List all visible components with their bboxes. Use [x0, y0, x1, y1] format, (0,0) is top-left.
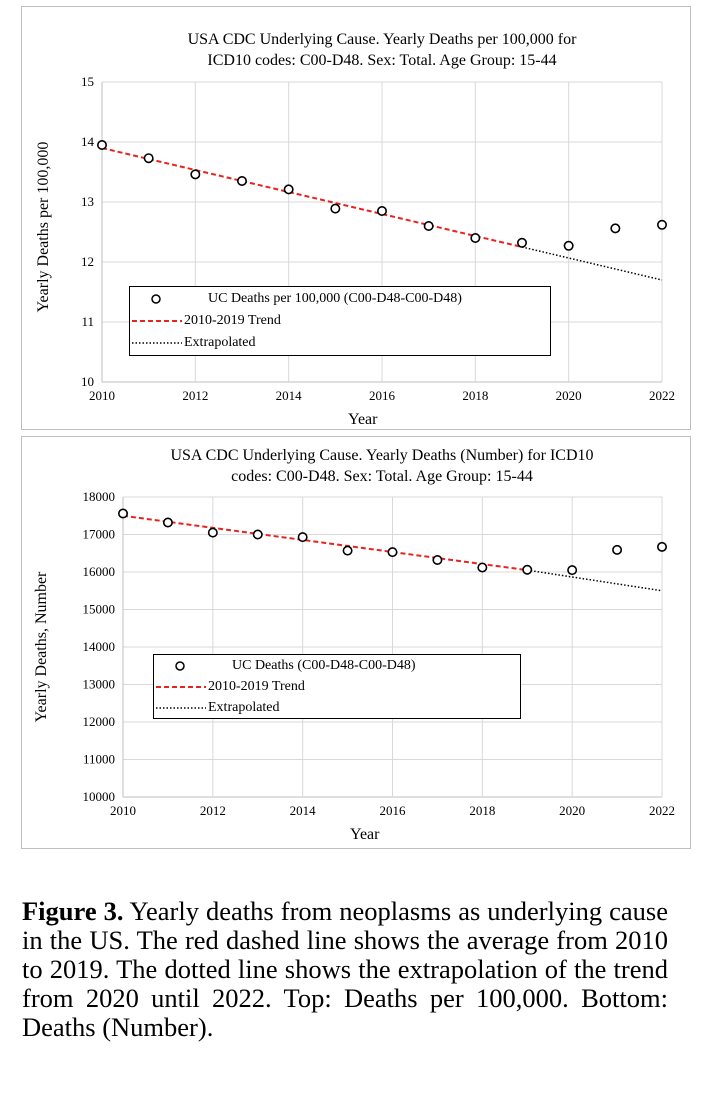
dotted-line-icon [154, 698, 206, 718]
y-tick-label: 11000 [83, 752, 115, 767]
legend-label-trend: 2010-2019 Trend [208, 679, 305, 694]
x-tick-label: 2018 [469, 803, 495, 818]
x-tick-label: 2018 [462, 388, 488, 403]
chart-plot-top: 10 11 12 13 14 15 2010 2012 2014 2016 2018 2020 2022 [81, 74, 675, 403]
y-axis-label-top: Yearly Deaths per 100,000 [35, 141, 52, 313]
data-point [342, 545, 353, 556]
extrapolated-line [527, 569, 663, 592]
x-tick-label: 2012 [200, 803, 226, 818]
y-tick-label: 18000 [83, 489, 116, 504]
data-point [656, 541, 667, 552]
dotted-line-icon [130, 333, 182, 353]
x-tick-label: 2020 [556, 388, 582, 403]
y-tick-label: 10000 [83, 789, 116, 804]
trend-line [101, 147, 523, 248]
circle-marker-icon [130, 289, 182, 309]
y-tick-label: 15 [81, 74, 94, 89]
x-tick-label: 2016 [369, 388, 396, 403]
x-tick-label: 2020 [559, 803, 585, 818]
data-point [610, 223, 621, 234]
chart-title-line-2: codes: C00-D48. Sex: Total. Age Group: 1… [231, 468, 533, 485]
chart-title-bottom: USA CDC Underlying Cause. Yearly Deaths … [82, 445, 682, 487]
legend-bottom: UC Deaths (C00-D48-C00-D48) 2010-2019 Tr… [153, 654, 521, 719]
data-point [387, 547, 398, 558]
data-point [297, 532, 308, 543]
y-tick-label: 12 [81, 254, 94, 269]
legend-label-trend: 2010-2019 Trend [184, 313, 281, 328]
data-point [252, 529, 263, 540]
legend-item-points: UC Deaths per 100,000 (C00-D48-C00-D48) [130, 289, 462, 309]
x-axis-label-top: Year [348, 411, 378, 428]
chart-plot-bottom: 10000 11000 12000 13000 14000 15000 16000 17000… [83, 489, 676, 818]
chart-title-line-2: ICD10 codes: C00-D48. Sex: Total. Age Gr… [207, 52, 557, 69]
data-point [432, 555, 443, 566]
dashed-line-icon [130, 311, 182, 331]
x-tick-label: 2016 [380, 803, 407, 818]
chart-title-line-1: USA CDC Underlying Cause. Yearly Deaths … [170, 447, 594, 464]
y-tick-label: 14 [81, 134, 95, 149]
x-tick-label: 2010 [89, 388, 115, 403]
y-tick-label: 16000 [83, 564, 116, 579]
x-tick-label: 2010 [110, 803, 136, 818]
data-point [516, 237, 527, 248]
legend-label-extrapolated: Extrapolated [208, 700, 280, 715]
y-tick-label: 14000 [83, 639, 116, 654]
x-tick-label: 2014 [276, 388, 303, 403]
data-point [97, 140, 108, 151]
x-axis-label-bottom: Year [350, 826, 380, 843]
data-point [477, 562, 488, 573]
x-tick-label: 2022 [649, 803, 675, 818]
y-tick-label: 13000 [83, 677, 116, 692]
legend-item-extrapolated: Extrapolated [154, 698, 280, 718]
y-tick-label: 10 [81, 374, 94, 389]
data-point [143, 153, 154, 164]
legend-item-trend: 2010-2019 Trend [130, 311, 281, 331]
y-tick-label: 13 [81, 194, 94, 209]
figure-caption-text: Yearly deaths from neoplasms as underlyi… [22, 896, 668, 1042]
data-point [423, 221, 434, 232]
data-point [470, 233, 481, 244]
data-point [190, 169, 201, 180]
data-point [563, 240, 574, 251]
data-point [612, 544, 623, 555]
y-axis-label-bottom: Yearly Deaths, Number [33, 571, 50, 723]
extrapolated-line [521, 246, 663, 281]
dashed-line-icon [154, 677, 206, 697]
x-tick-label: 2022 [649, 388, 675, 403]
data-point [522, 564, 533, 575]
trend-line [122, 514, 528, 572]
data-point [376, 206, 387, 217]
data-point [118, 508, 129, 519]
legend-label-extrapolated: Extrapolated [184, 335, 256, 350]
data-point [162, 517, 173, 528]
data-point [237, 176, 248, 187]
y-tick-label: 11 [81, 314, 94, 329]
figure-caption-label: Figure 3. [22, 896, 124, 926]
x-tick-label: 2014 [290, 803, 317, 818]
data-point [283, 184, 294, 195]
legend-label-points: UC Deaths per 100,000 (C00-D48-C00-D48) [208, 291, 462, 306]
legend-item-trend: 2010-2019 Trend [154, 677, 305, 697]
chart-panel-bottom: USA CDC Underlying Cause. Yearly Deaths … [21, 436, 691, 849]
data-point [656, 219, 667, 230]
chart-panel-top: USA CDC Underlying Cause. Yearly Deaths … [21, 6, 691, 430]
legend-item-points: UC Deaths (C00-D48-C00-D48) [154, 656, 416, 676]
legend-top: UC Deaths per 100,000 (C00-D48-C00-D48) … [129, 286, 551, 356]
legend-label-points: UC Deaths (C00-D48-C00-D48) [232, 658, 416, 673]
legend-item-extrapolated: Extrapolated [130, 333, 256, 353]
data-point [567, 565, 578, 576]
y-tick-label: 17000 [83, 527, 116, 542]
circle-marker-icon [154, 656, 206, 676]
chart-title-line-1: USA CDC Underlying Cause. Yearly Deaths … [187, 31, 577, 48]
y-tick-label: 15000 [83, 602, 116, 617]
figure-caption: Figure 3. Yearly deaths from neoplasms a… [22, 897, 668, 1042]
chart-title-top: USA CDC Underlying Cause. Yearly Deaths … [82, 29, 682, 71]
data-point [330, 203, 341, 214]
x-tick-label: 2012 [182, 388, 208, 403]
data-point [207, 527, 218, 538]
y-tick-label: 12000 [83, 714, 116, 729]
